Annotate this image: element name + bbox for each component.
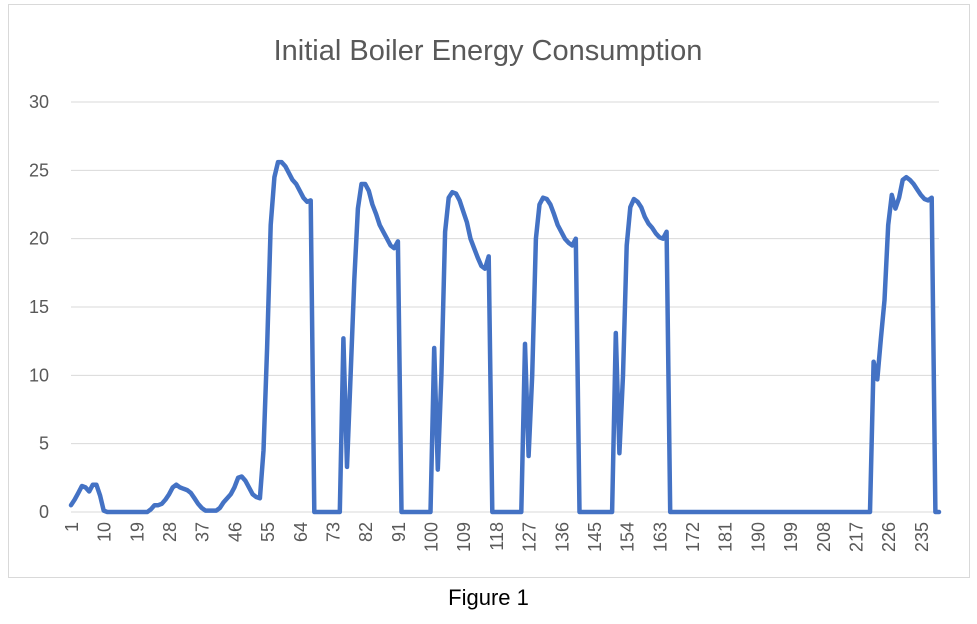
x-tick-label: 136	[552, 522, 572, 552]
chart-area: Initial Boiler Energy Consumption 0 5 10 15…	[8, 4, 970, 578]
x-tick-label: 82	[356, 522, 376, 542]
x-tick-label: 64	[291, 522, 311, 542]
x-tick-label: 235	[912, 522, 932, 552]
x-tick-label: 154	[618, 522, 638, 552]
gridlines	[71, 101, 939, 445]
y-tick-label: 25	[29, 160, 49, 180]
x-tick-label: 118	[487, 522, 507, 551]
x-tick-label: 145	[585, 522, 605, 552]
x-tick-label: 181	[716, 522, 736, 552]
x-tick-label: 226	[879, 522, 899, 552]
x-tick-label: 10	[95, 522, 115, 542]
line-chart: Initial Boiler Energy Consumption 051015…	[29, 35, 942, 552]
x-tick-label: 190	[748, 522, 768, 552]
y-tick-label: 30	[29, 92, 49, 112]
x-tick-label: 73	[323, 522, 343, 542]
x-tick-label: 208	[814, 522, 834, 552]
chart-title: Initial Boiler Energy Consumption	[274, 35, 703, 67]
x-tick-label: 109	[454, 522, 474, 552]
x-tick-labels: 1 10 19 28 37 46 55 64 73 82 91 100 109 118 127 136 145 1…	[62, 522, 932, 552]
y-tick-labels: 0 5 10 15 20 25 30	[29, 92, 49, 522]
x-tick-label: 91	[389, 522, 409, 542]
x-tick-label: 172	[683, 522, 703, 552]
series-line-0	[68, 159, 942, 515]
y-tick-label: 5	[39, 434, 49, 454]
x-tick-label: 19	[127, 522, 147, 542]
x-tick-label: 55	[258, 522, 278, 542]
x-tick-label: 100	[422, 522, 442, 552]
x-tick-label: 217	[846, 522, 866, 552]
y-tick-label: 10	[29, 365, 49, 385]
series-layer	[68, 159, 942, 515]
figure-caption: Figure 1	[448, 585, 529, 610]
x-tick-label: 199	[781, 522, 801, 552]
x-tick-label: 37	[193, 522, 213, 542]
x-tick-label: 46	[225, 522, 245, 542]
y-tick-label: 20	[29, 229, 49, 249]
y-tick-label: 0	[39, 502, 49, 522]
x-tick-label: 28	[160, 522, 180, 542]
x-tick-label: 127	[520, 522, 540, 552]
x-tick-label: 163	[650, 522, 670, 552]
x-tick-label: 1	[62, 522, 82, 532]
y-tick-label: 15	[29, 297, 49, 317]
